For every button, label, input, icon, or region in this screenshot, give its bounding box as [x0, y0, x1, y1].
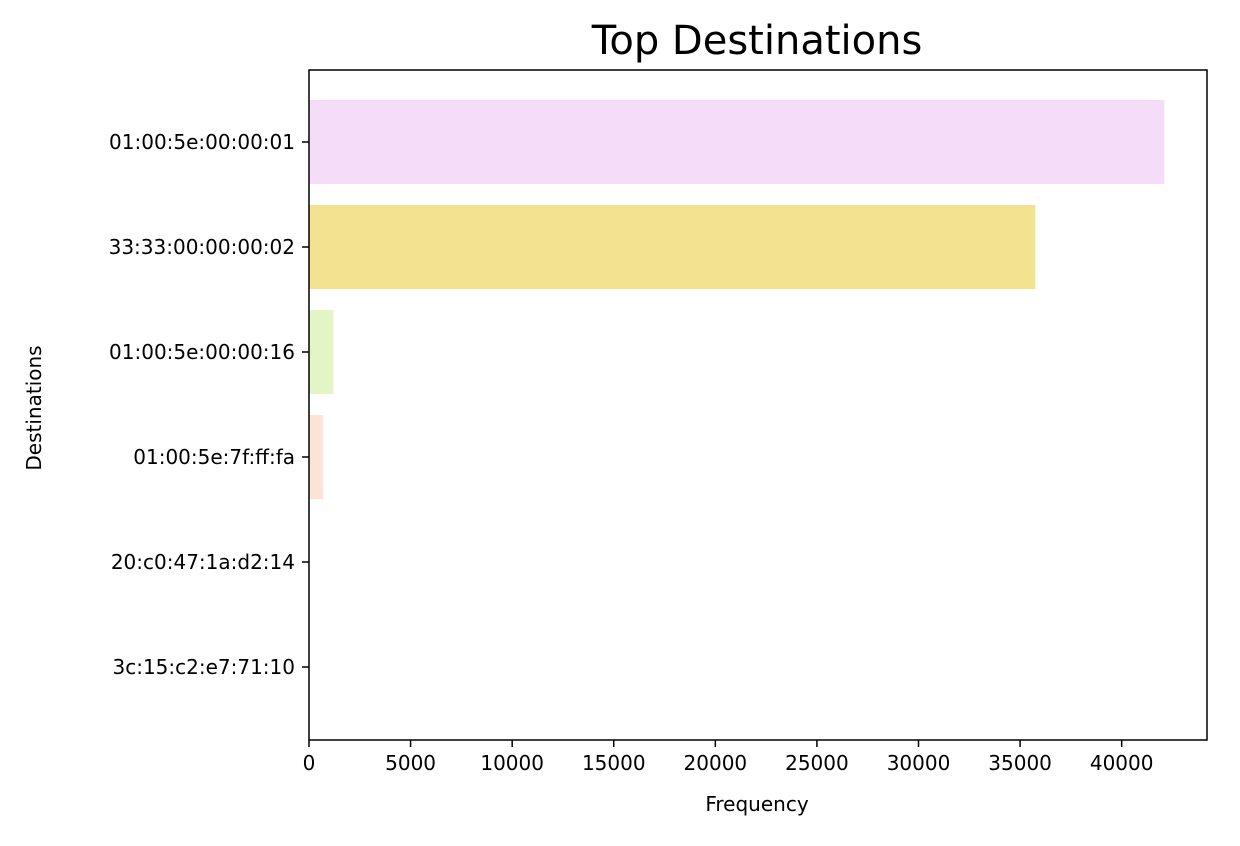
y-tick-label: 01:00:5e:00:00:16 — [109, 340, 295, 364]
bar-1 — [309, 205, 1036, 289]
chart-title: Top Destinations — [591, 18, 923, 64]
x-tick-label: 20000 — [684, 751, 748, 775]
x-tick-label: 15000 — [582, 751, 646, 775]
bars-layer — [309, 100, 1165, 499]
y-tick-label: 20:c0:47:1a:d2:14 — [111, 550, 295, 574]
x-axis-label: Frequency — [705, 792, 808, 816]
plot-area-frame — [308, 69, 1208, 741]
x-tick-label: 10000 — [480, 751, 544, 775]
bar-2 — [309, 310, 334, 394]
y-tick-label: 3c:15:c2:e7:71:10 — [112, 655, 295, 679]
y-tick-label: 33:33:00:00:00:02 — [109, 235, 295, 259]
x-tick-label: 25000 — [785, 751, 849, 775]
bar-3 — [309, 415, 324, 499]
x-tick-label: 5000 — [385, 751, 436, 775]
y-tick-label: 01:00:5e:00:00:01 — [109, 130, 295, 154]
y-tick-label: 01:00:5e:7f:ff:fa — [133, 445, 295, 469]
bar-0 — [309, 100, 1165, 184]
x-axis-ticks: 0 5000 10000 15000 20000 25000 30000 35000 40000 — [303, 740, 1154, 775]
y-axis-label: Destinations — [22, 345, 46, 470]
x-tick-label: 0 — [303, 751, 316, 775]
x-tick-label: 35000 — [988, 751, 1052, 775]
x-tick-label: 30000 — [887, 751, 951, 775]
y-axis-ticks: 01:00:5e:00:00:01 33:33:00:00:00:02 01:00:… — [109, 130, 309, 679]
x-tick-label: 40000 — [1090, 751, 1154, 775]
